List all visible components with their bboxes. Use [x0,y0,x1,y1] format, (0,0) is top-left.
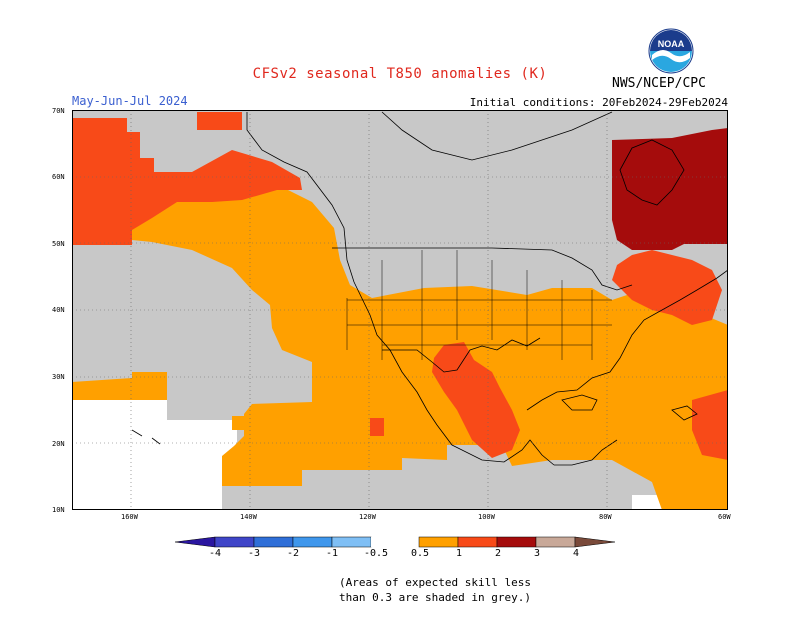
region-anomaly-1-2-atlantic [692,390,728,460]
initial-conditions: Initial conditions: 20Feb2024-29Feb2024 [469,96,728,109]
logo-text: NOAA [658,39,685,49]
coastlines [131,111,728,466]
agency-label: NWS/NCEP/CPC [612,76,706,91]
region-anomaly-0.5-1-main [132,172,728,510]
colorbar-label-3: 3 [533,548,541,559]
colorbar-segment-neutral [371,537,419,547]
colorbar-segment-minus3-minus2 [253,536,294,548]
colorbar-segment-lt-minus4 [174,536,216,548]
grid-lines [72,110,728,510]
colorbar-label-minus2: -2 [286,548,300,559]
colorbar-label-1: 1 [455,548,463,559]
lon-label-80w: 80W [599,513,612,521]
colorbar [174,536,616,548]
colorbar-segment-1-2 [457,536,498,548]
colorbar-label-4: 4 [572,548,580,559]
colorbar-label-minus4: -4 [208,548,222,559]
region-anomaly-0.5-1-isle [232,416,247,430]
skill-note-line1: (Areas of expected skill less [338,576,532,589]
state-borders [346,250,612,360]
region-anomaly-2-3-labrador [612,128,728,250]
anomaly-map [72,110,728,510]
lat-label-60n: 60N [52,173,65,181]
skill-note: (Areas of expected skill less than 0.3 a… [0,575,800,605]
lon-label-100w: 100W [478,513,495,521]
region-anomaly-0.5-1-west [72,372,167,400]
colorbar-label-minus3: -3 [247,548,261,559]
colorbar-segment-3-4 [535,536,576,548]
region-anomaly-1-2-mexico [432,342,520,458]
region-anomaly-1-2-arctic [197,112,242,130]
chart-title: CFSv2 seasonal T850 anomalies (K) [252,66,548,82]
forecast-period: May-Jun-Jul 2024 [72,94,188,108]
colorbar-segment-minus2-minus1 [292,536,333,548]
colorbar-label-minus1: -1 [325,548,339,559]
colorbar-segment-minus1-minus0.5 [331,536,372,548]
lat-label-40n: 40N [52,306,65,314]
map-frame [72,110,728,510]
colorbar-label-0.5: 0.5 [410,548,430,559]
region-anomaly-1-2-alaska [72,118,302,245]
lat-label-50n: 50N [52,240,65,248]
noaa-logo: NOAA [648,28,694,74]
lon-label-140w: 140W [240,513,257,521]
region-white-hawaii [72,400,177,510]
region-anomaly-1-2-pacific-spot [370,418,384,436]
lat-label-70n: 70N [52,107,65,115]
lat-label-20n: 20N [52,440,65,448]
lon-label-120w: 120W [359,513,376,521]
region-anomaly-1-2-northeast [612,250,722,325]
lat-label-30n: 30N [52,373,65,381]
skill-note-line2: than 0.3 are shaded in grey.) [338,591,532,604]
region-white-pacific [167,420,237,510]
colorbar-label-minus0.5: -0.5 [363,548,389,559]
lon-label-160w: 160W [121,513,138,521]
colorbar-segment-minus4-minus3 [214,536,255,548]
colorbar-segment-gt-4 [574,536,616,548]
colorbar-segment-0.5-1 [418,536,459,548]
lat-label-10n: 10N [52,506,65,514]
lon-label-60w: 60W [718,513,731,521]
colorbar-label-2: 2 [494,548,502,559]
colorbar-segment-2-3 [496,536,537,548]
